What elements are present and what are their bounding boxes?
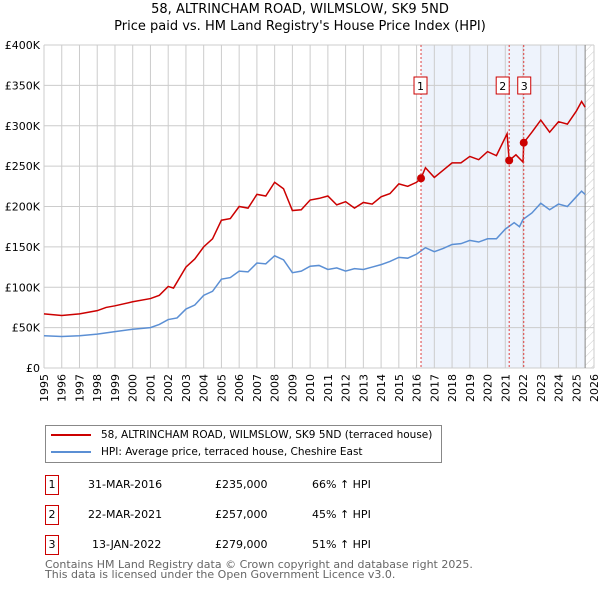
footer-line: Contains HM Land Registry data © Crown c… [45,558,473,571]
price-chart: 1995 1996 1997 1998 1999 2000 2001 2002 2003 2004… [5,39,600,402]
x-tick-label: 2021 [499,374,512,402]
sale-hpi-change: 66% ↑ HPI [312,478,371,491]
sale-number: 3 [45,535,59,555]
sale-label-box [517,76,532,95]
x-tick-label: 2018 [446,374,459,402]
sale-date: 22-MAR-2021 [88,508,163,521]
sale-price: £257,000 [215,508,268,521]
x-tick-label: 1998 [91,374,104,402]
legend-item-property: 58, ALTRINCHAM ROAD, WILMSLOW, SK9 5ND (… [51,429,432,441]
y-tick-label: £300K [5,120,41,133]
x-tick-label: 2016 [411,374,424,402]
x-tick-label: 2009 [286,374,299,402]
sale-point [417,174,426,183]
sale-number: 1 [45,475,59,495]
x-tick-label: 1999 [109,374,122,402]
y-tick-label: £350K [5,79,41,92]
y-tick-label: £400K [5,39,41,52]
chart-subtitle: Price paid vs. HM Land Registry's House … [114,19,486,34]
x-tick-label: 2001 [144,374,157,402]
x-tick-label: 1996 [56,374,69,402]
sale-point [519,138,528,147]
sale-price: £279,000 [215,538,268,551]
x-tick-label: 2010 [304,374,317,402]
x-tick-label: 2006 [233,374,246,402]
sale-date: 31-MAR-2016 [88,478,163,491]
y-tick-label: £150K [5,241,41,254]
x-tick-label: 2024 [553,374,566,402]
x-tick-label: 2020 [482,374,495,402]
sale-date: 13-JAN-2022 [92,538,162,551]
sale-label-box [413,76,428,95]
y-tick-label: £50K [12,322,41,335]
x-tick-label: 2017 [428,374,441,402]
y-tick-label: £100K [5,281,41,294]
sale-row: 3 13-JAN-2022 £279,000 51% ↑ HPI [45,535,465,555]
sale-label: 1 [417,80,424,93]
legend-swatch-blue [51,451,91,453]
legend-label: 58, ALTRINCHAM ROAD, WILMSLOW, SK9 5ND (… [101,429,433,441]
sale-row: 2 22-MAR-2021 £257,000 45% ↑ HPI [45,505,465,525]
footer-line: This data is licensed under the Open Gov… [45,568,396,581]
legend-label: HPI: Average price, terraced house, Ches… [101,446,363,458]
sale-label-box [495,76,510,95]
y-tick-label: £250K [5,160,41,173]
x-tick-label: 2025 [570,374,583,402]
sale-label: 2 [499,80,506,93]
hpi-series-line [43,190,586,338]
x-tick-label: 2026 [588,374,600,402]
x-tick-label: 1995 [38,374,51,402]
sale-hpi-change: 51% ↑ HPI [312,538,371,551]
x-tick-label: 2004 [198,374,211,402]
sale-point [505,156,514,165]
sale-hpi-change: 45% ↑ HPI [312,508,371,521]
x-tick-label: 2022 [517,374,530,402]
x-tick-label: 2014 [375,374,388,402]
x-tick-label: 2008 [269,374,282,402]
footer: Contains HM Land Registry data © Crown c… [45,558,473,581]
property-series-line [43,100,586,317]
x-tick-label: 2015 [393,374,406,402]
sale-price: £235,000 [215,478,268,491]
sale-label: 3 [521,80,528,93]
x-tick-label: 2003 [180,374,193,402]
legend-swatch-red [51,434,91,436]
x-tick-label: 2019 [464,374,477,402]
sale-number: 2 [45,505,59,525]
chart-title: 58, ALTRINCHAM ROAD, WILMSLOW, SK9 5ND [151,2,449,17]
x-tick-label: 2011 [322,374,335,402]
legend: 58, ALTRINCHAM ROAD, WILMSLOW, SK9 5ND (… [45,425,442,463]
legend-item-hpi: HPI: Average price, terraced house, Ches… [51,446,363,458]
x-tick-label: 2007 [251,374,264,402]
y-tick-label: £200K [5,201,41,214]
x-tick-label: 2000 [127,374,140,402]
x-tick-label: 2013 [357,374,370,402]
sale-row: 1 31-MAR-2016 £235,000 66% ↑ HPI [45,475,465,495]
y-tick-label: £0 [26,362,40,375]
x-tick-label: 2002 [162,374,175,402]
x-tick-label: 2005 [215,374,228,402]
x-tick-label: 2012 [340,374,353,402]
x-tick-label: 2023 [535,374,548,402]
x-tick-label: 1997 [73,374,86,402]
